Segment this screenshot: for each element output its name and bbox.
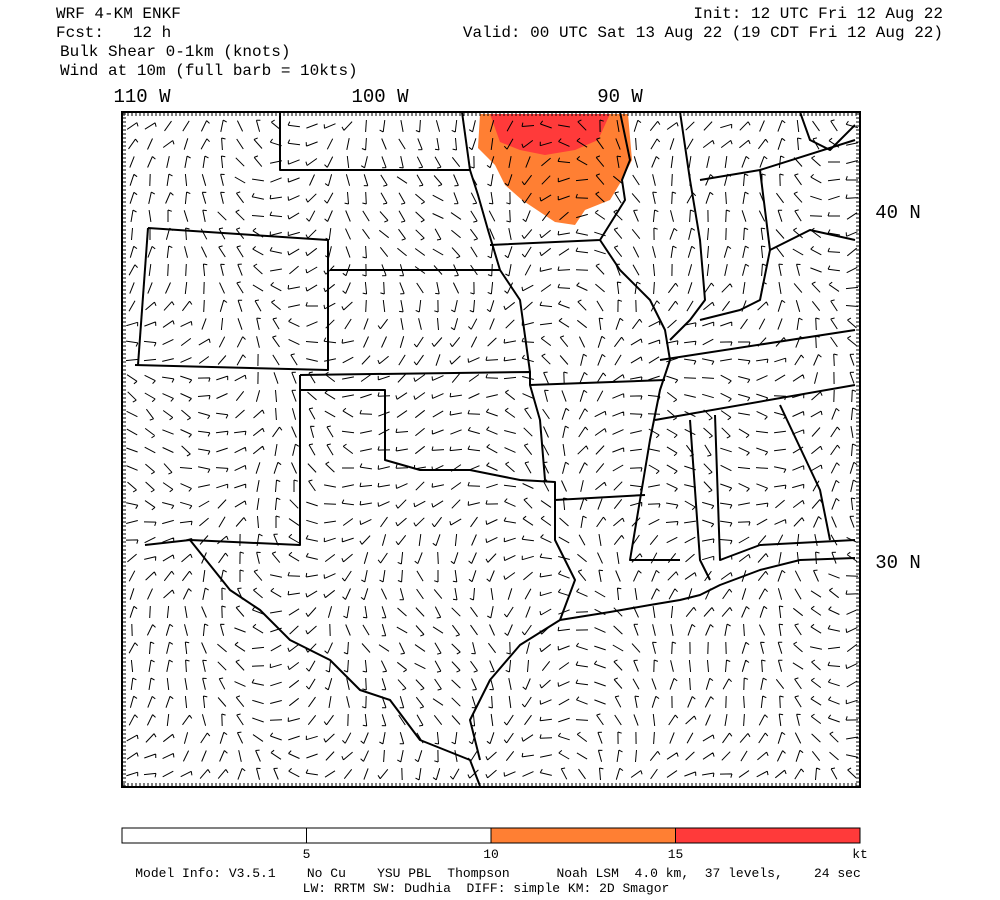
model-info: LW: RRTM SW: Dudhia DIFF: simple KM: 2D …	[303, 881, 670, 896]
valid-line: Valid: 00 UTC Sat 13 Aug 22 (19 CDT Fri …	[463, 24, 943, 42]
colorbar-label: kt	[852, 847, 868, 862]
lon-label: 100 W	[351, 86, 409, 108]
title-line: WRF 4-KM ENKF	[56, 5, 181, 23]
colorbar-bin	[490, 827, 676, 844]
forecast-line: Fcst: 12 h	[56, 24, 171, 42]
wind-barbs	[125, 119, 859, 781]
colorbar-bin	[306, 827, 492, 844]
init-line: Init: 12 UTC Fri 12 Aug 22	[693, 5, 943, 23]
wind-line: Wind at 10m (full barb = 10kts)	[60, 62, 358, 80]
colorbar-label: 15	[668, 847, 684, 862]
colorbar-label: 10	[483, 847, 499, 862]
lon-label: 90 W	[597, 86, 643, 108]
state-borders	[134, 111, 856, 787]
model-info: Model Info: V3.5.1 No Cu YSU PBL Thompso…	[135, 866, 861, 881]
lat-label: 40 N	[875, 202, 921, 224]
colorbar: 5 10 15 kt	[121, 827, 868, 862]
header: WRF 4-KM ENKF Fcst: 12 h Bulk Shear 0-1k…	[56, 5, 943, 80]
lon-label: 110 W	[113, 86, 171, 108]
colorbar-label: 5	[303, 847, 311, 862]
map	[121, 111, 861, 788]
colorbar-bin	[675, 827, 861, 844]
lat-label: 30 N	[875, 552, 921, 574]
colorbar-bin	[121, 827, 307, 844]
frame-ticks	[122, 112, 860, 787]
field-line: Bulk Shear 0-1km (knots)	[60, 43, 290, 61]
